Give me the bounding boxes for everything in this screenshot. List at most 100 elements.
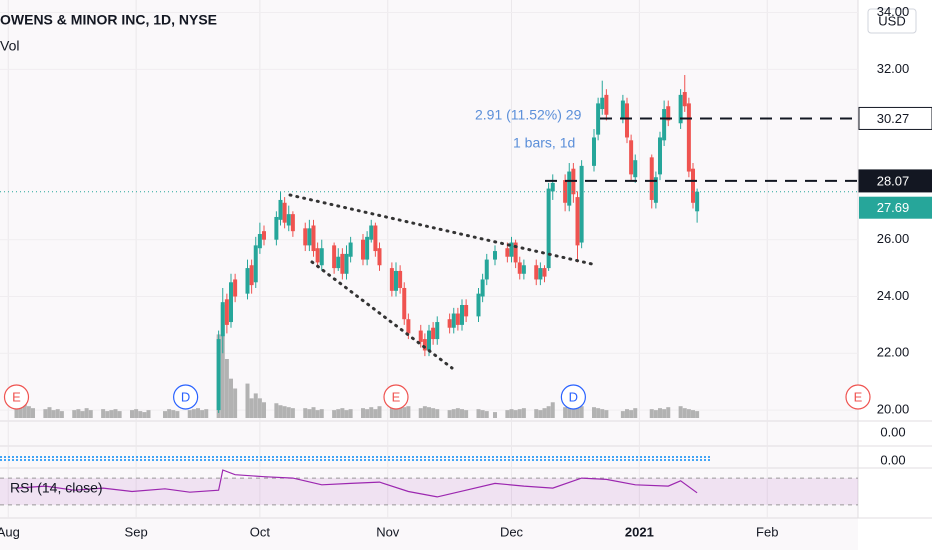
volume-bar — [476, 409, 481, 418]
volume-bar — [245, 383, 250, 418]
candle-body — [682, 92, 687, 107]
volume-bar — [538, 410, 543, 418]
volume-bar — [666, 407, 671, 418]
x-tick-label: Sep — [125, 524, 148, 539]
last-price-label: 27.69 — [877, 200, 910, 215]
volume-bar — [303, 408, 308, 418]
price-tag-label: 30.27 — [877, 111, 910, 126]
candle-body — [451, 313, 456, 328]
volume-bar — [493, 412, 497, 418]
volume-bar — [59, 411, 64, 418]
x-tick-label: Aug — [0, 524, 20, 539]
candle-body — [303, 228, 308, 246]
volume-bar — [348, 409, 353, 418]
candle-body — [348, 242, 353, 257]
volume-bar — [427, 407, 431, 418]
event-marker — [383, 384, 409, 410]
candle-body — [361, 239, 365, 260]
currency[interactable]: USD — [878, 13, 905, 28]
candle-body — [278, 199, 283, 220]
volume-bar — [282, 406, 287, 418]
candle-body — [579, 165, 584, 243]
event-label: E — [854, 389, 863, 404]
candle-body — [290, 214, 295, 232]
candle-body — [373, 225, 378, 252]
candle-body — [427, 330, 431, 351]
volume-bar — [72, 410, 77, 418]
volume-bar — [278, 405, 283, 418]
volume-bar — [377, 406, 382, 418]
candle-body — [220, 302, 225, 337]
volume-bar — [332, 410, 337, 418]
candle-body — [538, 268, 543, 280]
volume-bar — [80, 411, 85, 418]
candle-body — [480, 279, 485, 297]
rsi-title: RSI (14, close) — [10, 480, 103, 496]
volume-bar — [691, 410, 695, 418]
candle-body — [505, 248, 510, 257]
volume-bar — [373, 409, 378, 418]
y-tick-label: 32.00 — [877, 61, 910, 76]
candle-body — [377, 248, 382, 266]
candle-body — [336, 256, 341, 269]
volume-bar — [105, 411, 110, 418]
volume-bar — [509, 409, 514, 418]
candle-body — [493, 251, 497, 260]
candle-body — [686, 103, 691, 172]
volume-bar — [55, 409, 60, 418]
x-tick-label: 2021 — [625, 524, 654, 539]
event-marker — [173, 384, 199, 410]
volume-bar — [138, 411, 143, 418]
y-tick-label: 20.00 — [877, 402, 910, 417]
y-tick-label: 24.00 — [877, 288, 910, 303]
volume-bar — [629, 410, 634, 418]
volume-bar — [686, 409, 691, 418]
volume-bar — [146, 410, 151, 418]
candle-body — [563, 180, 568, 203]
candle-body — [691, 168, 695, 203]
volume-bar — [369, 407, 374, 418]
volume-bar — [521, 408, 526, 418]
volume-bar — [653, 410, 658, 418]
volume-bar — [319, 409, 324, 418]
volume-bar — [542, 408, 547, 418]
volume-bar — [596, 408, 601, 418]
candle-body — [521, 265, 526, 274]
volume-bar — [550, 402, 555, 418]
candle-body — [447, 319, 452, 328]
volume-bar — [224, 359, 229, 418]
candle-body — [418, 330, 423, 342]
candle-body — [344, 253, 349, 274]
measure-annotation: 1 bars, 1d — [513, 135, 575, 151]
volume-bar — [394, 403, 398, 418]
candle-body — [534, 265, 539, 280]
candle-body — [369, 225, 374, 240]
candle-body — [435, 322, 440, 340]
volume-bar — [517, 409, 522, 418]
volume-bar — [418, 408, 423, 418]
candle-body — [567, 171, 572, 206]
indicator-tick-label: 0.00 — [880, 452, 905, 467]
volume-bar — [340, 408, 345, 418]
candle-body — [596, 103, 601, 135]
volume-bar — [695, 411, 700, 418]
volume-bar — [389, 404, 394, 418]
measure-annotation: 2.91 (11.52%) 29 — [475, 107, 582, 123]
candle-body — [216, 339, 221, 411]
volume-bar — [84, 408, 89, 418]
candle-body — [513, 242, 518, 263]
candle-body — [658, 137, 662, 175]
volume-bar — [592, 407, 596, 418]
volume-bar — [406, 406, 411, 418]
volume-bar — [625, 409, 629, 418]
event-marker — [845, 384, 871, 410]
event-label: D — [181, 389, 190, 404]
candle-body — [307, 228, 312, 246]
plot-background — [0, 0, 858, 550]
volume-bar — [88, 410, 93, 418]
currency-box[interactable] — [867, 8, 917, 34]
candle-body — [245, 268, 250, 294]
event-marker — [3, 384, 30, 410]
volume-bar — [220, 304, 225, 418]
candle-body — [274, 216, 279, 240]
